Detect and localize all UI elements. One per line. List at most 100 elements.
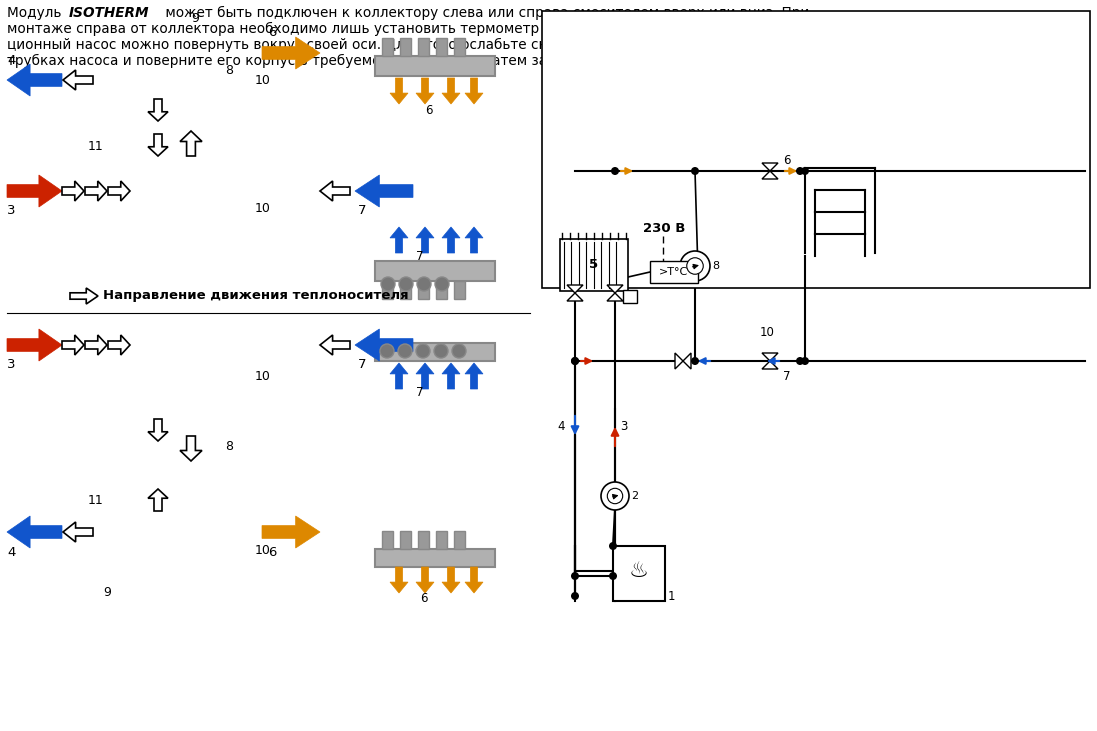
- Bar: [400, 38, 411, 56]
- Text: 10: 10: [255, 75, 271, 88]
- Polygon shape: [465, 363, 483, 389]
- Text: 9: 9: [191, 12, 199, 25]
- Text: 10: 10: [255, 369, 271, 382]
- Text: 10: 10: [255, 545, 271, 558]
- Polygon shape: [442, 227, 460, 253]
- Circle shape: [801, 357, 808, 365]
- Bar: [651, 261, 698, 283]
- Text: Радиатор: Радиатор: [583, 113, 645, 126]
- Text: 1: 1: [668, 589, 676, 602]
- Bar: [436, 38, 446, 56]
- Bar: [375, 56, 495, 76]
- Text: 7: 7: [554, 161, 562, 173]
- Text: 4: 4: [7, 545, 15, 558]
- Text: Циркуляционный насос конура теплых полов: Циркуляционный насос конура теплых полов: [583, 184, 884, 197]
- Text: 5: 5: [589, 259, 599, 271]
- Polygon shape: [262, 37, 320, 69]
- Bar: [400, 531, 411, 549]
- Polygon shape: [320, 335, 350, 355]
- Text: 1: 1: [554, 20, 562, 32]
- Polygon shape: [416, 363, 434, 389]
- Polygon shape: [7, 329, 63, 361]
- Text: 10: 10: [554, 231, 569, 244]
- Text: Теплые полы: обратный трубопровод: Теплые полы: обратный трубопровод: [583, 161, 832, 173]
- Circle shape: [609, 542, 617, 550]
- Bar: [382, 281, 393, 299]
- Circle shape: [416, 344, 430, 358]
- Circle shape: [609, 572, 617, 580]
- Bar: [382, 38, 393, 56]
- Polygon shape: [391, 78, 408, 104]
- Polygon shape: [391, 363, 408, 389]
- Text: может быть подключен к коллектору слева или справа смесителем вверх или вниз. Пр: может быть подключен к коллектору слева …: [161, 6, 810, 20]
- Circle shape: [380, 344, 394, 358]
- Text: 6: 6: [268, 26, 276, 39]
- Text: Генератор тепла: Генератор тепла: [583, 20, 695, 32]
- Text: трубках насоса и поверните его корпус в требуемое положение. Затем зафиксируйте : трубках насоса и поверните его корпус в …: [7, 54, 683, 68]
- Text: 2: 2: [631, 491, 638, 501]
- Text: 10: 10: [760, 327, 774, 339]
- Polygon shape: [84, 335, 108, 355]
- Polygon shape: [7, 516, 63, 548]
- Polygon shape: [108, 181, 131, 201]
- Circle shape: [572, 592, 579, 600]
- Polygon shape: [148, 134, 168, 156]
- Polygon shape: [607, 293, 623, 301]
- Circle shape: [417, 277, 431, 291]
- Text: Термометр для контроля температуры подачи: Термометр для контроля температуры подач…: [583, 254, 893, 268]
- Text: 7: 7: [358, 205, 366, 218]
- Text: 3: 3: [554, 67, 562, 80]
- Bar: [375, 549, 495, 567]
- Polygon shape: [762, 171, 778, 179]
- Polygon shape: [442, 78, 460, 104]
- Circle shape: [796, 167, 804, 175]
- Text: Теплые полы: подающий трубопровод: Теплые полы: подающий трубопровод: [583, 137, 837, 150]
- Text: 4: 4: [557, 420, 565, 433]
- Polygon shape: [465, 78, 483, 104]
- Bar: [623, 290, 637, 303]
- Polygon shape: [465, 567, 483, 593]
- Polygon shape: [7, 175, 63, 207]
- Polygon shape: [63, 335, 84, 355]
- Text: 6: 6: [420, 593, 428, 605]
- Bar: [400, 281, 411, 299]
- Text: ционный насос можно повернуть вокруг своей оси. Для этого ослабьте сначала две н: ционный насос можно повернуть вокруг сво…: [7, 38, 791, 52]
- Text: 3: 3: [7, 205, 15, 218]
- Bar: [613, 546, 665, 601]
- Circle shape: [608, 488, 623, 504]
- Circle shape: [796, 357, 804, 365]
- Bar: [418, 531, 429, 549]
- Polygon shape: [762, 353, 778, 361]
- Polygon shape: [391, 567, 408, 593]
- Polygon shape: [63, 522, 93, 542]
- Polygon shape: [148, 99, 168, 121]
- Polygon shape: [607, 285, 623, 293]
- Polygon shape: [63, 181, 84, 201]
- Circle shape: [399, 277, 412, 291]
- Polygon shape: [180, 131, 202, 156]
- Polygon shape: [108, 335, 131, 355]
- Text: 7: 7: [783, 369, 791, 382]
- Text: 230 В: 230 В: [643, 222, 686, 235]
- Bar: [454, 38, 465, 56]
- Text: 5: 5: [554, 113, 562, 126]
- Polygon shape: [355, 329, 412, 361]
- Polygon shape: [567, 293, 583, 301]
- Text: 3: 3: [620, 420, 627, 433]
- Circle shape: [691, 357, 699, 365]
- Text: 9: 9: [103, 586, 111, 599]
- Bar: [559, 239, 627, 291]
- Text: Шаровые краны (рекомендованная опция): Шаровые краны (рекомендованная опция): [583, 231, 867, 244]
- Text: 7: 7: [358, 358, 366, 371]
- Polygon shape: [70, 288, 98, 304]
- Text: монтаже справа от коллектора необходимо лишь установить термометр на байпасе с д: монтаже справа от коллектора необходимо …: [7, 22, 832, 36]
- Text: 11: 11: [88, 140, 104, 153]
- Text: Направление движения теплоносителя: Направление движения теплоносителя: [103, 289, 408, 303]
- Circle shape: [687, 258, 703, 274]
- Polygon shape: [416, 567, 434, 593]
- Circle shape: [601, 482, 629, 510]
- Circle shape: [572, 357, 579, 365]
- Bar: [454, 531, 465, 549]
- Polygon shape: [320, 181, 350, 201]
- Text: 8: 8: [554, 184, 562, 197]
